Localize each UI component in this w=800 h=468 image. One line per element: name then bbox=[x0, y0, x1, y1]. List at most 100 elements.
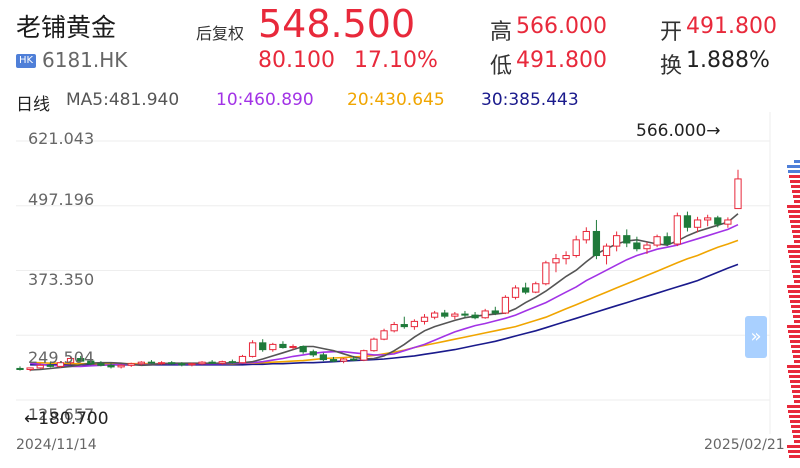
candlestick bbox=[107, 363, 115, 369]
candle-body bbox=[552, 258, 560, 264]
candlestick bbox=[127, 362, 135, 367]
strip-bar bbox=[787, 245, 800, 248]
candle-body bbox=[441, 312, 449, 317]
candlestick bbox=[491, 306, 499, 316]
strip-bar bbox=[788, 250, 800, 253]
strip-bar bbox=[792, 190, 800, 193]
candle-body bbox=[228, 361, 237, 364]
strip-bar bbox=[791, 305, 800, 308]
strip-bar bbox=[787, 445, 800, 448]
candlestick bbox=[390, 321, 398, 333]
candle-body bbox=[471, 314, 479, 319]
candlestick bbox=[643, 241, 651, 254]
candle-body bbox=[592, 230, 601, 257]
candlesticks bbox=[16, 169, 742, 372]
candlestick bbox=[46, 362, 54, 368]
ma20-label: 20:430.645 bbox=[347, 90, 445, 110]
candle-body bbox=[178, 363, 186, 366]
candlestick bbox=[653, 234, 661, 248]
candlestick bbox=[734, 169, 742, 210]
candlestick bbox=[238, 354, 247, 364]
candle-body bbox=[673, 215, 681, 245]
candlestick bbox=[724, 217, 732, 228]
order-book-strip bbox=[787, 160, 800, 458]
candle-body bbox=[400, 324, 408, 328]
ma5-label: MA5:481.940 bbox=[66, 90, 180, 110]
strip-bar bbox=[793, 195, 800, 198]
ma30-label: 30:385.443 bbox=[481, 90, 579, 110]
chart-grid bbox=[16, 112, 771, 434]
strip-bar bbox=[791, 225, 800, 228]
y-tick-label: 125.657 bbox=[28, 405, 95, 424]
strip-bar bbox=[794, 320, 800, 323]
candle-body bbox=[481, 310, 489, 319]
strip-bar bbox=[792, 230, 800, 233]
strip-bar bbox=[793, 315, 800, 318]
expand-panel-button[interactable]: » bbox=[745, 316, 767, 358]
candle-body bbox=[66, 358, 75, 364]
candle-body bbox=[309, 351, 317, 356]
candle-body bbox=[683, 215, 692, 228]
adjust-mode-label[interactable]: 后复权 bbox=[196, 24, 245, 43]
strip-bar bbox=[790, 260, 800, 263]
candlestick bbox=[289, 344, 297, 350]
candlestick bbox=[228, 359, 237, 364]
strip-bar bbox=[789, 215, 800, 218]
stock-name: 老铺黄金 bbox=[16, 13, 117, 42]
candle-body bbox=[572, 239, 580, 257]
strip-bar bbox=[792, 350, 800, 353]
candlestick bbox=[360, 349, 368, 362]
candlestick bbox=[36, 363, 44, 369]
candlestick bbox=[532, 281, 540, 294]
candle-body bbox=[16, 367, 24, 370]
candlestick bbox=[714, 215, 722, 228]
candlestick bbox=[137, 361, 145, 366]
candlestick bbox=[461, 310, 469, 318]
turnover-value: 1.888% bbox=[686, 48, 770, 73]
candle-body bbox=[451, 313, 459, 317]
double-chevron-right-icon: » bbox=[750, 326, 762, 347]
strip-bar bbox=[787, 365, 800, 368]
candlestick bbox=[704, 214, 712, 227]
strip-bar bbox=[789, 295, 800, 298]
strip-bar bbox=[789, 455, 800, 458]
candle-body bbox=[663, 236, 671, 245]
y-tick-label: 497.196 bbox=[28, 190, 95, 209]
candlestick bbox=[572, 235, 580, 258]
candlestick bbox=[592, 219, 601, 260]
period-selector[interactable]: 日线 bbox=[16, 95, 50, 115]
low-price-marker: ←180.700 bbox=[24, 409, 109, 429]
strip-bar bbox=[792, 390, 800, 393]
candlestick bbox=[542, 260, 550, 286]
candlestick bbox=[350, 355, 358, 362]
candlestick bbox=[602, 243, 611, 265]
candle-body bbox=[238, 355, 247, 364]
candle-body bbox=[350, 358, 358, 361]
strip-bar bbox=[791, 185, 800, 188]
candle-body bbox=[289, 345, 297, 349]
moving-average-lines bbox=[30, 213, 739, 371]
turnover-label: 换 bbox=[660, 54, 683, 79]
kline-chart[interactable] bbox=[0, 112, 800, 434]
candle-body bbox=[623, 235, 631, 244]
candlestick bbox=[77, 355, 85, 363]
strip-bar bbox=[791, 265, 800, 268]
candle-body bbox=[299, 345, 307, 353]
candlestick bbox=[521, 282, 530, 295]
strip-bar bbox=[790, 420, 800, 423]
candlestick bbox=[613, 231, 621, 252]
candle-body bbox=[218, 361, 226, 364]
strip-bar bbox=[794, 400, 800, 403]
candlestick bbox=[552, 253, 560, 273]
candle-body bbox=[248, 342, 257, 357]
high-price-marker: 566.000→ bbox=[636, 121, 721, 141]
candle-body bbox=[87, 360, 95, 365]
candlestick bbox=[26, 367, 34, 372]
candlestick bbox=[582, 227, 590, 244]
candlestick bbox=[56, 361, 65, 368]
candle-body bbox=[137, 361, 145, 365]
candlestick bbox=[370, 337, 378, 352]
candle-body bbox=[724, 219, 732, 225]
candlestick bbox=[178, 362, 186, 367]
candle-body bbox=[46, 364, 54, 367]
